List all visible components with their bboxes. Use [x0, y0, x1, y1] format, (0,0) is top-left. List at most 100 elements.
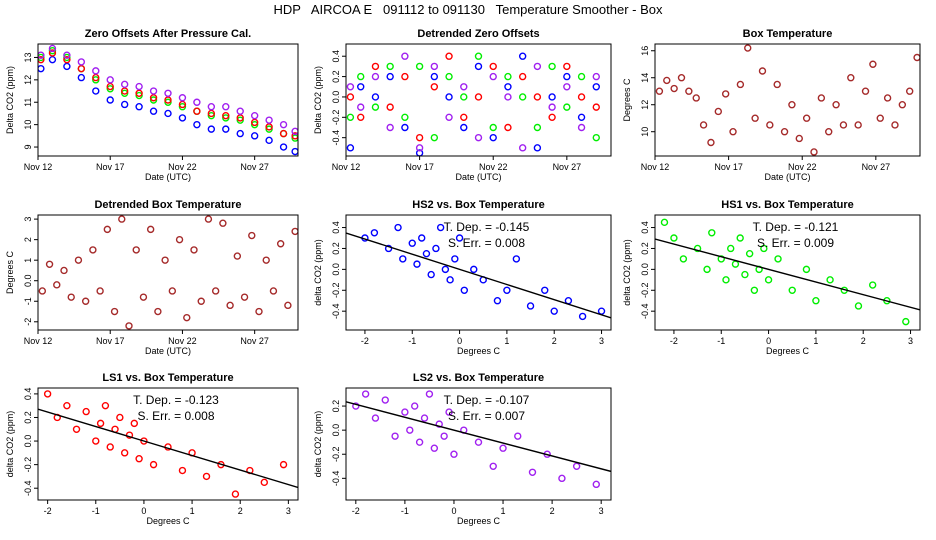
x-tick-label: Nov 22	[168, 336, 197, 346]
data-point	[460, 93, 468, 101]
y-tick-label: -0.4	[331, 303, 341, 319]
data-point	[891, 121, 899, 129]
y-tick-label: 0.0	[23, 435, 33, 448]
chart-title: LS2 vs. Box Temperature	[413, 372, 544, 384]
data-point	[106, 85, 114, 93]
data-point	[810, 148, 818, 156]
data-point	[135, 91, 143, 100]
data-point	[384, 244, 393, 253]
data-point	[832, 101, 840, 109]
x-tick-label: Nov 27	[862, 162, 891, 172]
data-point	[265, 125, 273, 133]
y-tick-label: -0.4	[331, 130, 341, 146]
data-point	[63, 51, 71, 59]
chart-title: HS1 vs. Box Temperature	[721, 199, 853, 211]
data-point	[346, 93, 355, 101]
x-tick-label: -2	[44, 506, 52, 516]
y-tick-label: -2	[23, 318, 33, 326]
y-axis-label: delta CO2 (ppm)	[5, 411, 15, 478]
fit-line	[346, 232, 611, 319]
slope-annotation: T. Dep. = -0.107	[444, 393, 530, 407]
data-point	[74, 256, 83, 264]
y-tick-label: -0.2	[640, 283, 650, 299]
plot-frame	[345, 214, 612, 331]
data-point	[578, 312, 587, 321]
data-point	[291, 132, 298, 140]
data-point	[240, 293, 249, 301]
data-point	[236, 107, 244, 115]
x-axis-label: Degrees C	[766, 346, 810, 356]
x-tick-label: -1	[717, 336, 725, 346]
plot-frame	[37, 214, 299, 331]
chart-ls1-vs-box: LS1 vs. Box Temperature -2 -1 0 1 2 3 -0.4 -0.2 0…	[5, 372, 299, 526]
data-point	[276, 240, 285, 248]
data-point	[795, 134, 803, 143]
data-point	[514, 432, 522, 440]
chart-detrended-box-temperature: Detrended Box Temperature Nov 12 Nov 17 Nov…	[5, 199, 299, 356]
data-point	[744, 44, 752, 52]
data-point	[178, 114, 187, 122]
slope-annotation: T. Dep. = -0.123	[133, 393, 219, 407]
data-point	[255, 307, 263, 316]
data-point	[692, 94, 700, 102]
data-point	[222, 111, 230, 120]
data-point	[269, 287, 278, 295]
data-point	[693, 244, 702, 253]
data-point	[902, 317, 910, 326]
data-point	[826, 276, 834, 284]
x-tick-label: -1	[92, 506, 100, 516]
data-point	[92, 437, 100, 445]
y-axis-label: delta CO2 (ppm)	[622, 239, 632, 306]
data-point	[727, 244, 735, 253]
data-point	[92, 76, 100, 84]
x-tick-label: Nov 22	[788, 162, 817, 172]
data-point	[357, 103, 365, 111]
data-point	[528, 468, 537, 477]
data-point	[597, 307, 606, 315]
y-tick-label: 0.0	[331, 424, 341, 437]
fit-line	[346, 401, 611, 473]
data-point	[401, 52, 409, 60]
data-point	[250, 111, 259, 120]
data-point	[868, 281, 877, 289]
chart-box-temperature: Box Temperature Nov 12 Nov 17 Nov 22 Nov 27 1…	[622, 28, 921, 182]
x-tick-label: Nov 12	[332, 162, 361, 172]
data-point	[788, 101, 796, 109]
data-point	[146, 225, 155, 234]
chart-detrended-zero-offsets: Detrended Zero Offsets Nov 12 Nov 17 Nov 22…	[313, 28, 612, 182]
y-axis-label: delta CO2 (ppm)	[313, 411, 323, 478]
data-point	[430, 133, 439, 142]
data-point	[207, 125, 216, 133]
data-point	[563, 72, 571, 81]
data-point	[386, 103, 394, 111]
x-tick-label: Nov 17	[96, 336, 125, 346]
data-point	[357, 72, 365, 81]
data-point	[445, 113, 453, 122]
data-point	[357, 113, 365, 122]
data-point	[736, 80, 745, 89]
x-axis-label: Degrees C	[457, 516, 501, 526]
data-point	[736, 234, 744, 242]
data-point	[371, 414, 380, 422]
data-point	[149, 96, 158, 104]
chart-ls2-vs-box: LS2 vs. Box Temperature -2 -1 0 1 2 3 -0.4 -0.2 0…	[313, 372, 612, 526]
data-point	[370, 229, 379, 237]
data-point	[236, 129, 244, 138]
data-point	[741, 270, 749, 279]
data-point	[745, 249, 754, 258]
x-axis-label: Degrees C	[146, 516, 190, 526]
data-point	[110, 307, 119, 316]
data-point	[802, 114, 811, 122]
data-point	[518, 93, 527, 101]
slope-annotation: T. Dep. = -0.121	[753, 220, 839, 234]
data-point	[577, 72, 586, 81]
stderr-annotation: S. Err. = 0.008	[448, 236, 525, 250]
data-point	[436, 223, 445, 232]
data-point	[81, 297, 90, 305]
plot-frame	[654, 214, 921, 331]
fit-line	[655, 238, 920, 311]
data-point	[446, 276, 454, 284]
x-tick-label: -1	[401, 506, 409, 516]
data-point	[38, 55, 45, 64]
data-point	[92, 73, 100, 82]
